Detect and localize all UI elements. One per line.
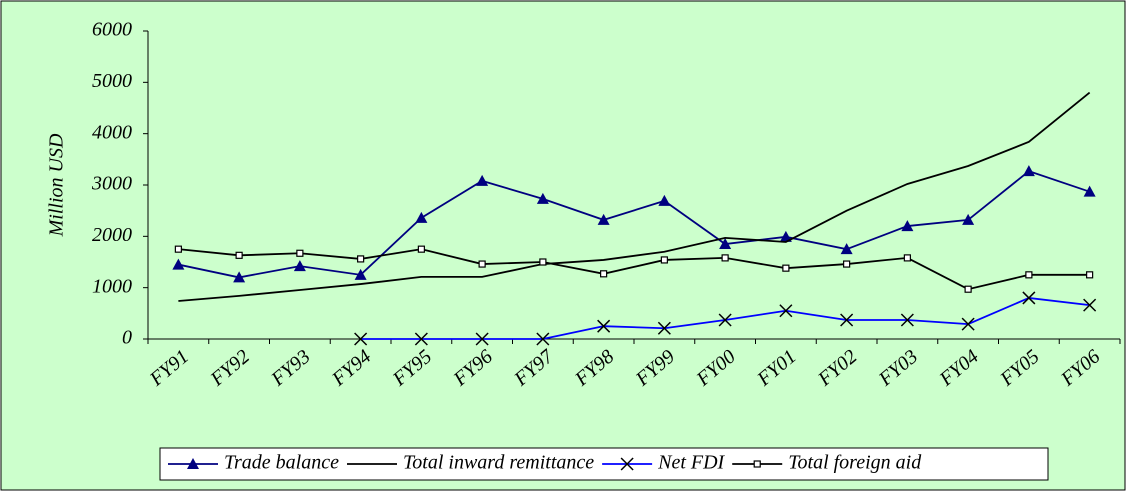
marker-square <box>235 251 243 259</box>
marker-square <box>1025 271 1033 279</box>
marker-x <box>1022 291 1036 305</box>
marker-triangle <box>187 458 199 469</box>
marker-x <box>536 332 550 346</box>
y-tick-label: 2000 <box>92 224 132 246</box>
marker-square <box>753 460 761 468</box>
y-tick-label: 1000 <box>92 275 132 297</box>
marker-square <box>417 245 425 253</box>
series-line <box>178 170 1090 279</box>
series-line <box>178 248 1090 291</box>
marker-x <box>718 313 732 327</box>
y-tick-label: 3000 <box>91 173 132 195</box>
marker-x <box>779 304 793 318</box>
y-axis-label: Million USD <box>46 133 68 237</box>
y-tick-label: 5000 <box>92 70 132 92</box>
marker-x <box>1083 298 1097 312</box>
marker-x <box>354 332 368 346</box>
marker-square <box>539 258 547 266</box>
marker-triangle <box>962 213 975 225</box>
y-tick-label: 0 <box>122 327 132 349</box>
marker-square <box>843 260 851 268</box>
marker-x <box>900 313 914 327</box>
marker-triangle <box>719 238 732 250</box>
marker-square <box>296 249 304 257</box>
marker-square <box>478 260 486 268</box>
legend-label: Total inward remittance <box>403 452 594 474</box>
y-tick-label: 4000 <box>92 121 132 143</box>
legend-label: Trade balance <box>224 452 339 474</box>
marker-x <box>414 332 428 346</box>
marker-x <box>475 332 489 346</box>
marker-square <box>721 254 729 262</box>
marker-square <box>964 285 972 293</box>
marker-square <box>903 254 911 262</box>
marker-triangle <box>597 213 610 225</box>
marker-triangle <box>172 258 185 270</box>
marker-triangle <box>476 174 489 186</box>
series-line <box>178 91 1091 302</box>
marker-square <box>1086 271 1094 279</box>
marker-triangle <box>658 194 671 206</box>
legend-label: Total foreign aid <box>788 452 922 474</box>
marker-x <box>620 457 634 471</box>
legend-label: Net FDI <box>657 452 725 474</box>
marker-triangle <box>354 268 367 280</box>
marker-triangle <box>536 192 549 204</box>
marker-triangle <box>1083 185 1096 197</box>
marker-triangle <box>840 243 853 255</box>
marker-square <box>782 264 790 272</box>
marker-square <box>174 245 182 253</box>
marker-x <box>597 319 611 333</box>
marker-triangle <box>293 260 306 272</box>
marker-square <box>357 255 365 263</box>
marker-triangle <box>901 220 914 232</box>
marker-square <box>600 270 608 278</box>
marker-x <box>657 321 671 335</box>
marker-triangle <box>233 271 246 283</box>
y-tick-label: 6000 <box>92 19 132 41</box>
marker-square <box>660 256 668 264</box>
marker-triangle <box>1022 165 1035 177</box>
marker-x <box>961 317 975 331</box>
marker-x <box>840 313 854 327</box>
marker-triangle <box>415 211 428 223</box>
marker-triangle <box>779 230 792 242</box>
